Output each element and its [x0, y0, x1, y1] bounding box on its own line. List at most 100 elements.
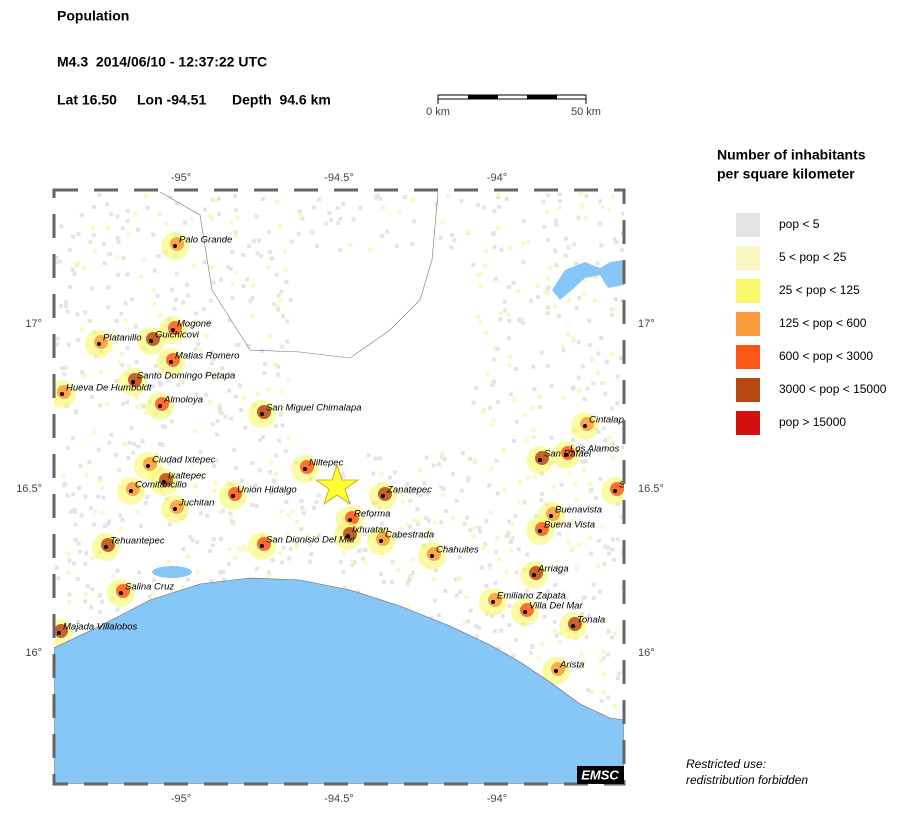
low-density-cell [361, 556, 366, 561]
low-density-cell [604, 359, 609, 364]
low-density-cell [589, 690, 594, 694]
low-density-cell [329, 218, 333, 223]
low-density-cell [539, 498, 544, 503]
low-density-cell [603, 445, 608, 450]
low-density-cell [96, 478, 101, 483]
low-density-cell [400, 492, 405, 497]
low-density-cell [122, 442, 127, 447]
low-density-cell [71, 492, 76, 497]
low-density-cell [379, 471, 384, 476]
low-density-cell [229, 220, 234, 225]
low-density-cell [487, 483, 492, 488]
low-density-cell [373, 456, 378, 461]
low-density-cell [580, 459, 585, 464]
low-density-cell [138, 523, 143, 528]
low-density-cell [397, 209, 402, 214]
low-density-cell [233, 194, 238, 199]
low-density-cell [594, 496, 599, 500]
low-density-cell [144, 410, 149, 415]
low-density-cell [591, 582, 596, 587]
low-density-cell [215, 432, 219, 437]
low-density-cell [494, 550, 499, 555]
low-density-cell [487, 566, 492, 571]
low-density-cell [563, 253, 568, 258]
low-density-cell [151, 591, 156, 596]
low-density-cell [196, 342, 201, 347]
low-density-cell [247, 243, 252, 248]
low-density-cell [233, 555, 238, 560]
low-density-cell [309, 552, 314, 557]
city-dot [260, 544, 264, 548]
low-density-cell [256, 392, 261, 397]
low-density-cell [532, 435, 536, 440]
lat-label: 17° [25, 318, 42, 330]
low-density-cell [92, 430, 97, 435]
low-density-cell [411, 557, 416, 562]
city-label: Tehuantepec [110, 536, 165, 547]
low-density-cell [296, 231, 301, 236]
low-density-cell [214, 458, 219, 463]
low-density-cell [145, 205, 150, 210]
low-density-cell [213, 480, 218, 485]
low-density-cell [156, 254, 161, 259]
low-density-cell [474, 634, 479, 639]
low-density-cell [232, 447, 237, 452]
low-density-cell [524, 588, 529, 593]
depth: Depth 94.6 km [232, 92, 331, 108]
low-density-cell [484, 330, 489, 335]
legend-label: pop < 5 [779, 217, 820, 231]
low-density-cell [278, 550, 283, 555]
legend-subtitle: per square kilometer [717, 166, 855, 182]
low-density-cell [261, 435, 265, 439]
low-density-cell [454, 498, 459, 503]
low-density-cell [546, 291, 551, 296]
low-density-cell [269, 491, 274, 496]
low-density-cell [118, 513, 123, 518]
population-patch [427, 547, 441, 561]
low-density-cell [514, 637, 519, 642]
low-density-cell [601, 690, 606, 695]
low-density-cell [107, 519, 112, 524]
low-density-cell [478, 319, 483, 324]
low-density-cell [509, 548, 514, 553]
low-density-cell [547, 266, 552, 271]
low-density-cell [183, 220, 188, 225]
low-density-cell [481, 410, 486, 414]
low-density-cell [93, 249, 98, 253]
low-density-cell [378, 456, 383, 461]
low-density-cell [105, 202, 110, 207]
epicenter-star [314, 463, 360, 506]
lon-label: -95° [171, 172, 191, 184]
low-density-cell [250, 313, 255, 318]
low-density-cell [418, 493, 423, 497]
low-density-cell [591, 381, 596, 386]
low-density-cell [483, 542, 488, 547]
low-density-cell [287, 436, 292, 441]
low-density-cell [566, 245, 571, 250]
low-density-cell [537, 405, 542, 410]
low-density-cell [603, 391, 608, 396]
low-density-cell [595, 261, 600, 266]
low-density-cell [202, 259, 207, 264]
low-density-cell [620, 298, 624, 303]
population-patch [159, 473, 173, 487]
low-density-cell [61, 473, 66, 478]
low-density-cell [106, 285, 111, 290]
low-density-cell [212, 488, 217, 493]
low-density-cell [442, 457, 447, 462]
low-density-cell [227, 388, 232, 393]
low-density-cell [120, 363, 125, 368]
low-density-cell [424, 455, 429, 460]
low-density-cell [577, 295, 582, 300]
low-density-cell [77, 549, 82, 554]
low-density-cell [602, 380, 607, 385]
low-density-cell [596, 538, 601, 543]
low-density-cell [92, 205, 97, 209]
low-density-cell [181, 300, 185, 305]
low-density-cell [71, 436, 75, 441]
low-density-cell [476, 273, 481, 277]
low-density-cell [152, 268, 157, 273]
low-density-cell [97, 610, 102, 614]
low-density-cell [254, 214, 259, 219]
